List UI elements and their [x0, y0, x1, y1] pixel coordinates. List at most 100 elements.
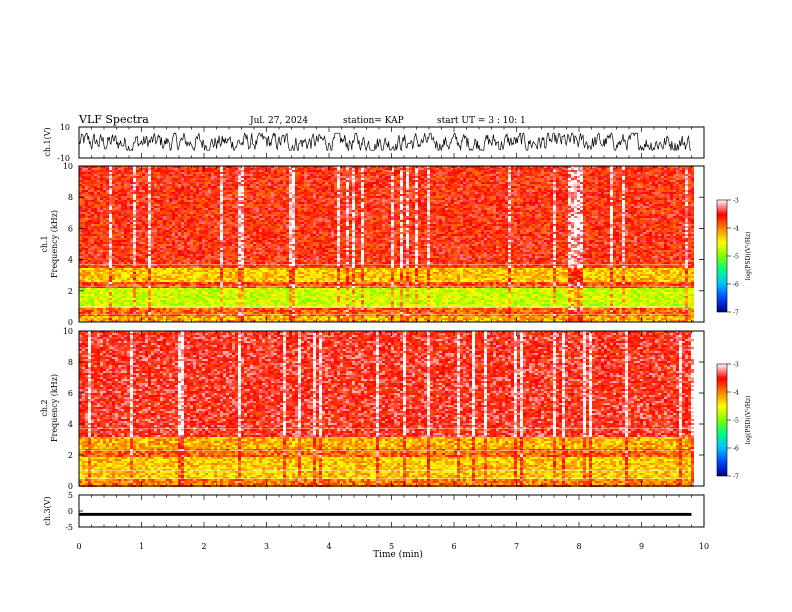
spectrogram-cell: [118, 242, 121, 244]
spectrogram-cell: [193, 224, 196, 226]
spectrogram-cell: [148, 298, 151, 300]
spectrogram-cell: [256, 296, 259, 298]
spectrogram-cell: [202, 206, 205, 208]
spectrogram-cell: [193, 276, 196, 278]
spectrogram-cell: [181, 280, 184, 282]
spectrogram-cell: [208, 194, 211, 196]
spectrogram-cell: [217, 310, 220, 312]
spectrogram-cell: [142, 246, 145, 248]
spectrogram-cell: [229, 198, 232, 200]
spectrogram-cell: [229, 298, 232, 300]
spectrogram-cell: [214, 202, 217, 204]
spectrogram-cell: [112, 316, 115, 318]
spectrogram-cell: [217, 312, 220, 314]
spectrogram-cell: [217, 230, 220, 232]
spectrogram-cell: [256, 224, 259, 226]
spectrogram-cell: [154, 202, 157, 204]
spectrogram-cell: [85, 238, 88, 240]
spectrogram-cell: [259, 172, 262, 174]
spectrogram-cell: [244, 200, 247, 202]
spectrogram-cell: [205, 172, 208, 174]
spectrogram-cell: [223, 232, 226, 234]
spectrogram-cell: [133, 284, 136, 286]
spectrogram-cell: [160, 252, 163, 254]
spectrogram-cell: [211, 300, 214, 302]
spectrogram-cell: [148, 266, 151, 268]
spectrogram-cell: [175, 212, 178, 214]
spectrogram-cell: [181, 170, 184, 172]
spectrogram-cell: [118, 188, 121, 190]
spectrogram-cell: [94, 294, 97, 296]
spectrogram-cell: [94, 204, 97, 206]
spectrogram-cell: [217, 168, 220, 170]
spectrogram-cell: [202, 256, 205, 258]
spectrogram-cell: [148, 180, 151, 182]
spectrogram-cell: [142, 180, 145, 182]
spectrogram-cell: [160, 210, 163, 212]
spectrogram-cell: [181, 252, 184, 254]
spectrogram-cell: [160, 246, 163, 248]
spectrogram-cell: [244, 206, 247, 208]
spectrogram-cell: [214, 288, 217, 290]
spectrogram-cell: [82, 254, 85, 256]
spectrogram-cell: [136, 296, 139, 298]
spectrogram-cell: [235, 228, 238, 230]
spectrogram-cell: [82, 244, 85, 246]
spectrogram-cell: [187, 218, 190, 220]
spectrogram-cell: [127, 260, 130, 262]
spectrogram-cell: [145, 290, 148, 292]
spectrogram-cell: [154, 312, 157, 314]
spectrogram-cell: [94, 240, 97, 242]
spectrogram-cell: [256, 188, 259, 190]
spectrogram-cell: [121, 214, 124, 216]
spectrogram-cell: [145, 232, 148, 234]
spectrogram-cell: [193, 282, 196, 284]
spectrogram-cell: [124, 186, 127, 188]
spectrogram-cell: [250, 226, 253, 228]
spectrogram-cell: [85, 230, 88, 232]
spectrogram-cell: [109, 288, 112, 290]
spectrogram-cell: [160, 200, 163, 202]
spectrogram-cell: [241, 206, 244, 208]
spectrogram-cell: [220, 262, 223, 264]
spectrogram-cell: [97, 226, 100, 228]
spectrogram-cell: [232, 282, 235, 284]
spectrogram-cell: [244, 216, 247, 218]
spectrogram-cell: [91, 230, 94, 232]
spectrogram-cell: [181, 302, 184, 304]
spectrogram-cell: [256, 248, 259, 250]
spectrogram-cell: [154, 252, 157, 254]
spectrogram-cell: [169, 278, 172, 280]
spectrogram-cell: [172, 318, 175, 320]
spectrogram-cell: [217, 194, 220, 196]
spectrogram-cell: [193, 316, 196, 318]
spectrogram-cell: [178, 310, 181, 312]
spectrogram-cell: [184, 202, 187, 204]
spectrogram-cell: [169, 174, 172, 176]
spectrogram-cell: [250, 202, 253, 204]
spectrogram-cell: [88, 218, 91, 220]
spectrogram-cell: [229, 284, 232, 286]
spectrogram-cell: [115, 172, 118, 174]
spectrogram-cell: [82, 250, 85, 252]
spectrogram-cell: [106, 196, 109, 198]
spectrogram-cell: [226, 176, 229, 178]
spectrogram-cell: [142, 256, 145, 258]
spectrogram-cell: [154, 254, 157, 256]
spectrogram-cell: [139, 198, 142, 200]
spectrogram-cell: [247, 210, 250, 212]
spectrogram-cell: [226, 184, 229, 186]
spectrogram-cell: [163, 216, 166, 218]
spectrogram-cell: [157, 218, 160, 220]
spectrogram-cell: [172, 210, 175, 212]
spectrogram-cell: [229, 184, 232, 186]
spectrogram-cell: [109, 296, 112, 298]
spectrogram-cell: [106, 240, 109, 242]
spectrogram-cell: [214, 228, 217, 230]
spectrogram-cell: [238, 212, 241, 214]
spectrogram-cell: [211, 304, 214, 306]
spectrogram-cell: [118, 274, 121, 276]
spectrogram-cell: [136, 168, 139, 170]
spectrogram-cell: [262, 232, 265, 234]
spectrogram-cell: [85, 256, 88, 258]
